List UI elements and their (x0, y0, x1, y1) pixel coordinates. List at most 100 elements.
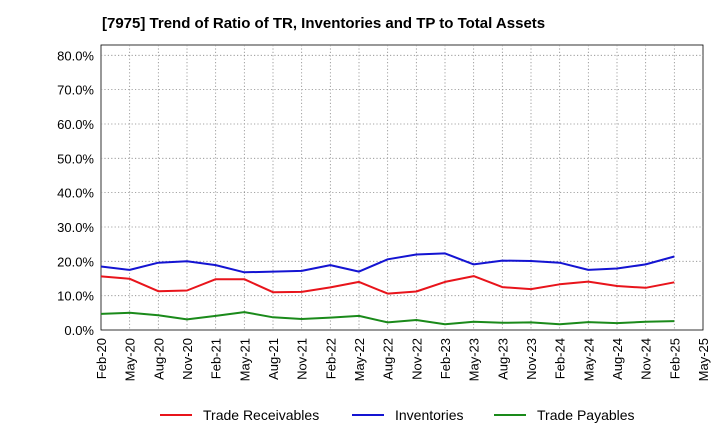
data-point (387, 258, 389, 260)
x-tick-label: May-22 (352, 338, 367, 381)
data-point (301, 270, 303, 272)
x-tick-label: Nov-22 (409, 338, 424, 380)
x-tick-label: Feb-25 (667, 338, 682, 379)
data-point (444, 281, 446, 283)
y-tick-label: 50.0% (57, 151, 94, 166)
x-tick-label: May-23 (467, 338, 482, 381)
data-point (186, 290, 188, 292)
chart-legend: Trade Receivables Inventories Trade Payabl… (0, 404, 720, 426)
x-tick-label: Nov-21 (295, 338, 310, 380)
data-point (100, 313, 102, 315)
legend-swatch (494, 414, 526, 416)
x-tick-label: Feb-21 (209, 338, 224, 379)
data-point (100, 265, 102, 267)
y-tick-label: 0.0% (64, 323, 94, 338)
data-point (415, 319, 417, 321)
data-point (272, 271, 274, 273)
data-point (272, 316, 274, 318)
data-point (645, 321, 647, 323)
legend-label: Trade Receivables (203, 407, 320, 423)
data-point (243, 271, 245, 273)
data-point (215, 315, 217, 317)
data-point (129, 312, 131, 314)
data-point (358, 315, 360, 317)
x-tick-label: May-20 (123, 338, 138, 381)
legend-swatch (160, 414, 192, 416)
legend-item: Inventories (352, 404, 463, 426)
data-point (501, 260, 503, 262)
data-point (186, 260, 188, 262)
data-point (215, 278, 217, 280)
data-point (243, 278, 245, 280)
data-point (157, 314, 159, 316)
y-tick-label: 30.0% (57, 220, 94, 235)
data-point (473, 321, 475, 323)
data-point (387, 321, 389, 323)
series-line-inventories (100, 252, 675, 274)
data-point (129, 269, 131, 271)
data-point (530, 321, 532, 323)
x-tick-label: Aug-24 (610, 338, 625, 380)
legend-swatch (352, 414, 384, 416)
data-point (186, 318, 188, 320)
data-point (444, 323, 446, 325)
data-point (387, 293, 389, 295)
data-point (473, 263, 475, 265)
data-point (301, 291, 303, 293)
legend-label: Inventories (395, 407, 464, 423)
data-point (673, 256, 675, 258)
y-tick-label: 10.0% (57, 289, 94, 304)
x-tick-label: Feb-22 (323, 338, 338, 379)
data-point (559, 262, 561, 264)
data-point (530, 288, 532, 290)
data-point (329, 317, 331, 319)
x-tick-label: Feb-23 (438, 338, 453, 379)
x-tick-label: Aug-23 (495, 338, 510, 380)
series-line-trade-receivables (100, 275, 675, 295)
legend-item: Trade Payables (494, 404, 635, 426)
x-tick-label: Aug-20 (151, 338, 166, 380)
plot-area (100, 44, 704, 331)
data-point (587, 281, 589, 283)
x-tick-label: Aug-21 (266, 338, 281, 380)
data-point (415, 253, 417, 255)
legend-item: Trade Receivables (160, 404, 319, 426)
data-point (501, 286, 503, 288)
data-point (272, 291, 274, 293)
data-point (559, 323, 561, 325)
data-point (673, 281, 675, 283)
x-tick-label: Aug-22 (381, 338, 396, 380)
x-tick-label: Feb-20 (94, 338, 109, 379)
data-point (530, 260, 532, 262)
x-tick-label: Nov-20 (180, 338, 195, 380)
data-point (645, 287, 647, 289)
data-point (673, 320, 675, 322)
series-line-trade-payables (100, 311, 675, 326)
legend-label: Trade Payables (537, 407, 635, 423)
data-point (301, 318, 303, 320)
data-point (157, 290, 159, 292)
data-point (243, 311, 245, 313)
x-tick-label: May-21 (237, 338, 252, 381)
data-point (645, 263, 647, 265)
data-point (329, 286, 331, 288)
y-tick-label: 20.0% (57, 254, 94, 269)
data-point (616, 285, 618, 287)
data-point (444, 252, 446, 254)
y-tick-label: 70.0% (57, 83, 94, 98)
x-tick-label: Nov-23 (524, 338, 539, 380)
data-point (215, 264, 217, 266)
data-point (129, 278, 131, 280)
data-point (587, 321, 589, 323)
data-point (157, 262, 159, 264)
y-tick-label: 40.0% (57, 186, 94, 201)
data-point (616, 322, 618, 324)
x-tick-label: Nov-24 (639, 338, 654, 380)
data-point (358, 281, 360, 283)
chart-title: [7975] Trend of Ratio of TR, Inventories… (102, 15, 546, 32)
data-point (616, 268, 618, 270)
x-tick-label: Feb-24 (553, 338, 568, 379)
data-point (559, 283, 561, 285)
data-point (329, 264, 331, 266)
